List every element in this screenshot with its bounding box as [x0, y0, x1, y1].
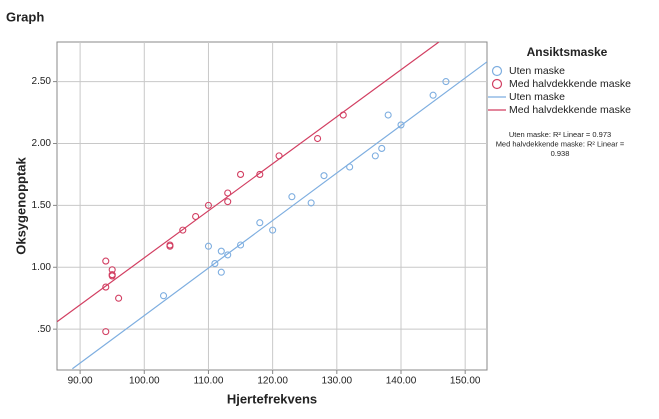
- legend-label: Med halvdekkende maske: [509, 78, 631, 90]
- x-tick-label: 100.00: [129, 376, 160, 387]
- grid: [57, 42, 487, 370]
- data-point: [204, 242, 213, 250]
- legend-label: Uten maske: [509, 91, 565, 103]
- data-point: [256, 170, 264, 178]
- data-point: [442, 78, 450, 86]
- y-tick-label: 1.00: [32, 262, 52, 273]
- data-point: [320, 172, 328, 180]
- fit-line: [72, 61, 487, 370]
- data-point: [115, 294, 123, 302]
- x-tick-label: 120.00: [257, 376, 288, 387]
- plot-area: [56, 41, 488, 371]
- legend-item: Med halvdekkende maske: [491, 78, 631, 90]
- y-tick-label: .50: [37, 324, 51, 335]
- data-point: [217, 268, 225, 276]
- marks: [57, 42, 487, 370]
- x-tick-label: 140.00: [386, 376, 417, 387]
- chart-title: Graph: [6, 9, 44, 24]
- data-point: [371, 152, 379, 160]
- legend-item: Med halvdekkende maske: [488, 104, 631, 116]
- data-point: [102, 283, 110, 291]
- data-point: [237, 170, 245, 178]
- annotation: Uten maske: R² Linear = 0.973: [509, 130, 611, 139]
- y-tick-label: 2.50: [32, 76, 52, 87]
- data-point: [102, 257, 110, 265]
- data-point: [429, 91, 437, 99]
- x-tick-label: 110.00: [194, 376, 224, 387]
- legend-title: Ansiktsmaske: [527, 45, 608, 59]
- x-tick-label: 130.00: [322, 376, 353, 387]
- data-point: [397, 121, 405, 129]
- data-point: [224, 251, 232, 259]
- data-point: [179, 226, 187, 234]
- legend-item: Uten maske: [491, 65, 565, 77]
- data-point: [307, 199, 315, 207]
- data-point: [384, 111, 392, 119]
- x-axis-label: Hjertefrekvens: [227, 391, 317, 406]
- x-tick-label: 90.00: [68, 376, 93, 387]
- fit-line: [57, 42, 440, 323]
- data-point: [217, 247, 225, 255]
- data-point: [237, 241, 245, 249]
- data-point: [108, 272, 116, 280]
- legend-label: Med halvdekkende maske: [509, 104, 631, 116]
- legend-label: Uten maske: [509, 65, 565, 77]
- y-axis-label: Oksygenopptak: [13, 156, 28, 254]
- data-point: [102, 328, 110, 336]
- legend-item: Uten maske: [488, 91, 565, 103]
- legend-symbol: [491, 78, 503, 90]
- data-point: [378, 144, 386, 152]
- annotation: 0.938: [551, 149, 570, 158]
- legend-symbol: [491, 65, 503, 77]
- data-point: [269, 226, 277, 234]
- x-tick-label: 150.00: [450, 376, 481, 387]
- data-point: [224, 198, 232, 206]
- annotation: Med halvdekkende maske: R² Linear =: [496, 139, 625, 148]
- data-point: [211, 260, 219, 268]
- data-point: [166, 242, 174, 250]
- data-point: [256, 219, 264, 227]
- data-point: [314, 134, 322, 143]
- data-point: [159, 292, 168, 300]
- data-point: [288, 193, 296, 201]
- y-tick-label: 1.50: [32, 200, 52, 211]
- data-point: [204, 201, 213, 209]
- y-tick-label: 2.00: [32, 138, 52, 149]
